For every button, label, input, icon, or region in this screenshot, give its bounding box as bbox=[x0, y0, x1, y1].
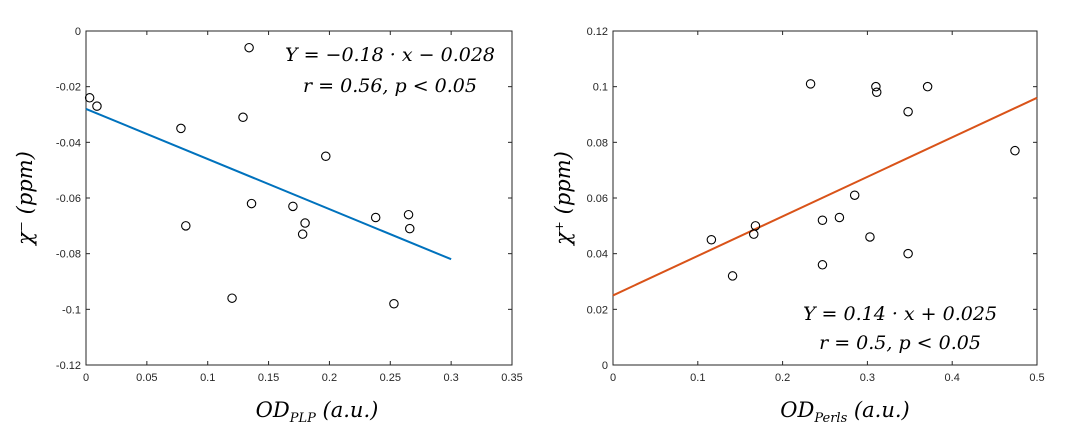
right-x-tick-label: 0.2 bbox=[775, 372, 790, 384]
right-data-point bbox=[871, 87, 882, 97]
left-data-point bbox=[405, 223, 415, 234]
right-y-tick-label: 0.02 bbox=[587, 304, 608, 316]
left-y-tick-label: -0.02 bbox=[56, 82, 81, 94]
right-data-point bbox=[903, 106, 913, 117]
right-y-tick-label: 0.1 bbox=[593, 82, 608, 94]
right-annotation-stats: r = 0.5, p < 0.05 bbox=[819, 332, 981, 354]
right-y-ticks: 0 0.02 0.04 0.06 0.08 0.1 0.12 bbox=[587, 26, 1037, 372]
left-points bbox=[84, 42, 415, 309]
right-data-point bbox=[849, 190, 860, 200]
right-data-point bbox=[750, 221, 761, 231]
left-x-tick-label: 0.25 bbox=[380, 372, 401, 384]
left-y-ticks: 0 -0.02 -0.04 -0.06 -0.08 -0.1 -0.12 bbox=[56, 26, 512, 372]
left-data-point bbox=[403, 209, 414, 220]
right-y-tick-label: 0 bbox=[602, 360, 608, 372]
left-x-tick-label: 0.1 bbox=[200, 372, 215, 384]
left-data-point bbox=[370, 212, 381, 223]
left-y-tick-label: -0.12 bbox=[56, 360, 81, 372]
left-annotation-stats: r = 0.56, p < 0.05 bbox=[303, 75, 477, 97]
right-fit-line bbox=[612, 96, 1038, 297]
right-x-tick-label: 0.4 bbox=[945, 372, 960, 384]
left-x-label-sub: PLP bbox=[289, 411, 316, 426]
right-data-point bbox=[903, 248, 913, 259]
left-x-tick-label: 0.15 bbox=[258, 372, 279, 384]
left-x-tick-label: 0.3 bbox=[443, 372, 458, 384]
left-data-point bbox=[297, 229, 308, 239]
right-points bbox=[706, 79, 1020, 281]
left-y-tick-label: -0.06 bbox=[56, 193, 81, 205]
left-data-point bbox=[176, 123, 186, 134]
right-x-axis-label: ODPerls (a.u.) bbox=[780, 398, 909, 426]
left-data-point bbox=[84, 93, 95, 103]
left-data-point bbox=[181, 221, 191, 231]
left-x-tick-label: 0.05 bbox=[136, 372, 157, 384]
right-data-point bbox=[706, 235, 717, 245]
right-data-point bbox=[834, 212, 845, 223]
right-y-tick-label: 0.12 bbox=[587, 26, 608, 38]
left-data-point bbox=[389, 299, 399, 309]
right-x-tick-label: 0.1 bbox=[690, 372, 705, 384]
right-data-point bbox=[871, 81, 881, 92]
right-data-point bbox=[1010, 145, 1020, 156]
right-x-tick-label: 0.5 bbox=[1029, 372, 1044, 384]
right-data-point bbox=[817, 260, 828, 270]
right-x-label-main: OD bbox=[780, 398, 814, 422]
left-y-axis-label: χ⁻ (ppm) bbox=[13, 151, 37, 247]
left-data-point bbox=[246, 198, 257, 209]
left-fit-line bbox=[85, 108, 452, 261]
right-data-point bbox=[805, 79, 816, 89]
left-data-point bbox=[227, 293, 237, 303]
right-data-point bbox=[727, 271, 738, 281]
right-y-tick-label: 0.04 bbox=[587, 249, 608, 261]
left-x-tick-label: 0.2 bbox=[322, 372, 337, 384]
right-plot: 0 0.02 0.04 0.06 0.08 0.1 0.12 0 0.1 0.2 0.3 0.4 0.… bbox=[551, 26, 1045, 426]
left-y-tick-label: -0.04 bbox=[56, 137, 81, 149]
right-y-tick-label: 0.08 bbox=[587, 137, 608, 149]
left-y-tick-label: -0.08 bbox=[56, 249, 81, 261]
left-x-tick-label: 0 bbox=[83, 372, 89, 384]
right-annotation-equation: Y = 0.14 · x + 0.025 bbox=[803, 303, 997, 325]
right-data-point bbox=[749, 229, 759, 239]
left-y-tick-label: 0 bbox=[75, 26, 81, 38]
left-data-point bbox=[321, 151, 331, 162]
right-x-label-sub: Perls bbox=[813, 411, 847, 426]
right-x-ticks: 0 0.1 0.2 0.3 0.4 0.5 bbox=[610, 31, 1045, 384]
left-x-label-unit: (a.u.) bbox=[316, 398, 378, 422]
right-x-label-unit: (a.u.) bbox=[847, 398, 909, 422]
left-data-point bbox=[238, 112, 248, 123]
left-x-axis-label: ODPLP (a.u.) bbox=[256, 398, 379, 426]
left-plot: 0-0.02-0.04-0.06-0.08-0.1-0.12 0 0.05 0.1 0… bbox=[13, 26, 523, 426]
right-x-tick-label: 0.3 bbox=[860, 372, 875, 384]
right-y-axis-label: χ⁺ (ppm) bbox=[551, 151, 575, 247]
left-data-point bbox=[244, 42, 254, 53]
left-data-point bbox=[92, 101, 102, 111]
left-y-tick-label: -0.1 bbox=[62, 304, 81, 316]
left-data-point bbox=[300, 218, 310, 228]
right-y-tick-label: 0.06 bbox=[587, 193, 608, 205]
right-x-tick-label: 0 bbox=[610, 372, 616, 384]
left-x-label-main: OD bbox=[256, 398, 290, 422]
left-x-ticks: 0 0.05 0.1 0.15 0.2 0.25 0.3 0.35 bbox=[83, 31, 523, 384]
left-data-point bbox=[288, 201, 298, 212]
left-annotation-equation: Y = −0.18 · x − 0.028 bbox=[285, 44, 495, 66]
right-data-point bbox=[817, 215, 828, 226]
right-data-point bbox=[865, 232, 875, 242]
left-x-tick-label: 0.35 bbox=[501, 372, 522, 384]
right-data-point bbox=[922, 81, 933, 92]
